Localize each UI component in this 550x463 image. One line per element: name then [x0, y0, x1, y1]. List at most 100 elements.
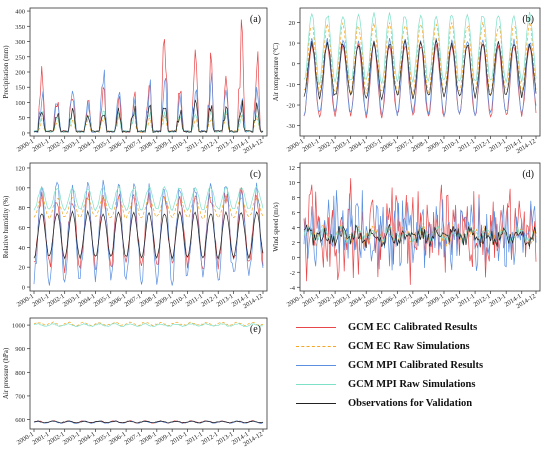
y-tick-label: 0 [292, 255, 295, 262]
y-tick-label: -2 [290, 270, 295, 277]
x-tick-label: 2009-1 [426, 293, 445, 309]
y-tick-label: 20 [19, 265, 26, 272]
plot-frame [299, 162, 541, 292]
legend-label: GCM EC Raw Simulations [348, 341, 470, 352]
panel-label: (a) [250, 14, 261, 25]
x-tick-label: 2010-1 [441, 138, 460, 154]
x-tick-label: 2002-1 [317, 293, 336, 309]
series-line [33, 322, 263, 328]
y-tick-label: 12 [289, 165, 296, 172]
y-tick-label: 900 [15, 346, 25, 353]
legend-item: Observations for Validation [296, 394, 546, 413]
y-tick-label: 0 [292, 61, 295, 68]
x-tick-label: 2010-1 [441, 293, 460, 309]
y-tick-label: -20 [286, 103, 295, 110]
legend-item: GCM MPI Raw Simulations [296, 375, 546, 394]
x-tick-label: 2002-1 [317, 138, 336, 154]
plot-frame [29, 7, 268, 137]
x-tick-label: 2012-1 [472, 293, 491, 309]
y-tick-label: 700 [15, 393, 25, 400]
x-tick-label: 2007-1 [395, 293, 414, 309]
x-tick-label: 2011-1 [457, 138, 476, 154]
y-tick-label: 100 [15, 100, 25, 107]
legend-label: GCM MPI Raw Simulations [348, 379, 476, 390]
x-tick-label: 2010-1 [169, 431, 188, 447]
legend-item: GCM MPI Calibrated Results [296, 356, 546, 375]
x-tick-label: 2010-1 [169, 138, 188, 154]
y-axis-label: Relative humidity (%) [2, 195, 10, 258]
x-tick-label: 2003-1 [332, 138, 351, 154]
plot-frame [29, 162, 268, 292]
series-line [303, 38, 537, 101]
x-tick-label: 2004-1 [348, 293, 367, 309]
series-line [33, 19, 263, 133]
y-tick-label: 100 [15, 185, 25, 192]
series-line [303, 190, 537, 271]
x-tick-label: 2001-1 [301, 138, 320, 154]
panel-a: 0 50 100 150 200 250 300 350 400 Precipitation (m… [2, 7, 268, 155]
y-tick-label: 20 [289, 20, 296, 27]
series-line [33, 112, 264, 133]
y-tick-label: 0 [22, 285, 25, 292]
x-tick-label: 2010-1 [169, 293, 188, 309]
y-tick-label: 350 [15, 24, 25, 31]
x-tick-label: 2006-1 [379, 138, 398, 154]
series-line [33, 420, 264, 424]
legend-label: Observations for Validation [348, 398, 473, 409]
series-line [33, 209, 264, 260]
y-tick-label: -4 [290, 285, 296, 292]
legend-label: GCM EC Calibrated Results [348, 322, 478, 333]
legend: GCM EC Calibrated Results GCM EC Raw Simu… [296, 318, 546, 413]
y-tick-label: 40 [19, 245, 26, 252]
y-tick-label: 250 [15, 54, 25, 61]
series-line [33, 187, 264, 274]
series-line [33, 179, 264, 286]
y-tick-label: 0 [22, 130, 25, 137]
series-line [303, 11, 537, 85]
series-line [303, 42, 537, 119]
legend-swatch [296, 365, 336, 366]
y-tick-label: 600 [15, 417, 25, 424]
y-tick-label: 300 [15, 39, 25, 46]
y-tick-label: 8 [292, 195, 295, 202]
y-tick-label: 2 [292, 240, 295, 247]
x-tick-label: 2005-1 [363, 293, 382, 309]
panel-label: (c) [250, 169, 261, 180]
y-tick-label: 6 [292, 210, 296, 217]
x-tick-label: 2000-1 [286, 138, 305, 154]
y-axis-label: Precipitation (mm) [2, 45, 10, 99]
x-tick-label: 2009-1 [426, 138, 445, 154]
y-tick-label: 10 [289, 41, 296, 48]
y-tick-label: 50 [19, 115, 26, 122]
legend-label: GCM MPI Calibrated Results [348, 360, 484, 371]
legend-swatch [296, 403, 336, 404]
series-line [303, 21, 537, 97]
series-line [33, 321, 264, 327]
y-tick-label: -10 [286, 82, 295, 89]
y-tick-label: 80 [19, 205, 26, 212]
series-line [33, 185, 264, 212]
panel-label: (b) [522, 14, 534, 25]
x-tick-label: 2006-1 [379, 293, 398, 309]
plot-frame [299, 7, 541, 137]
x-tick-label: 2008-1 [410, 138, 429, 154]
legend-item: GCM EC Raw Simulations [296, 337, 546, 356]
y-tick-label: 4 [292, 225, 296, 232]
y-tick-label: 800 [15, 370, 25, 377]
series-line [33, 99, 264, 133]
y-tick-label: 400 [15, 9, 25, 16]
y-axis-label: Wind speed (m/s) [272, 202, 280, 252]
y-tick-label: -30 [286, 123, 295, 130]
x-tick-label: 2000-1 [286, 293, 305, 309]
plot-frame [29, 317, 268, 430]
x-tick-label: 2003-1 [332, 293, 351, 309]
y-tick-label: 10 [289, 180, 296, 187]
y-tick-label: 150 [15, 85, 25, 92]
series-line [303, 178, 537, 285]
panel-label: (e) [250, 324, 261, 335]
series-line [33, 195, 264, 220]
y-tick-label: 60 [19, 225, 26, 232]
